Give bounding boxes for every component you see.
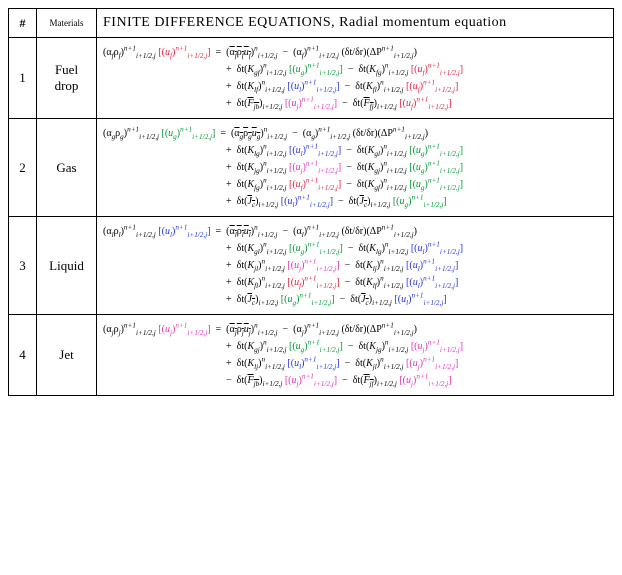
header-number: # bbox=[9, 9, 37, 38]
row-material: Jet bbox=[37, 315, 97, 396]
header-title: FINITE DIFFERENCE EQUATIONS, Radial mome… bbox=[97, 9, 614, 38]
row-number: 3 bbox=[9, 217, 37, 315]
row-number: 1 bbox=[9, 38, 37, 119]
equation-row: 2Gas(αgρg)n+1i+1/2,j [(ug)n+1i+1/2,j] = … bbox=[9, 119, 614, 217]
row-number: 4 bbox=[9, 315, 37, 396]
row-material: Gas bbox=[37, 119, 97, 217]
row-equation: (αfρf)n+1i+1/2,j [(uf)n+1i+1/2,j] = (αfρ… bbox=[97, 38, 614, 119]
equation-row: 1Fuel drop(αfρf)n+1i+1/2,j [(uf)n+1i+1/2… bbox=[9, 38, 614, 119]
header-materials: Materials bbox=[37, 9, 97, 38]
equation-row: 4Jet(αjρj)n+1i+1/2,j [(uj)n+1i+1/2,j] = … bbox=[9, 315, 614, 396]
row-equation: (αjρj)n+1i+1/2,j [(uj)n+1i+1/2,j] = (αjρ… bbox=[97, 315, 614, 396]
row-material: Fuel drop bbox=[37, 38, 97, 119]
header-row: # Materials FINITE DIFFERENCE EQUATIONS,… bbox=[9, 9, 614, 38]
row-equation: (αgρg)n+1i+1/2,j [(ug)n+1i+1/2,j] = (αgρ… bbox=[97, 119, 614, 217]
equation-row: 3Liquid(αlρl)n+1i+1/2,j [(ul)n+1i+1/2,j]… bbox=[9, 217, 614, 315]
row-material: Liquid bbox=[37, 217, 97, 315]
row-number: 2 bbox=[9, 119, 37, 217]
equations-table: # Materials FINITE DIFFERENCE EQUATIONS,… bbox=[8, 8, 614, 396]
row-equation: (αlρl)n+1i+1/2,j [(ul)n+1i+1/2,j] = (αlρ… bbox=[97, 217, 614, 315]
